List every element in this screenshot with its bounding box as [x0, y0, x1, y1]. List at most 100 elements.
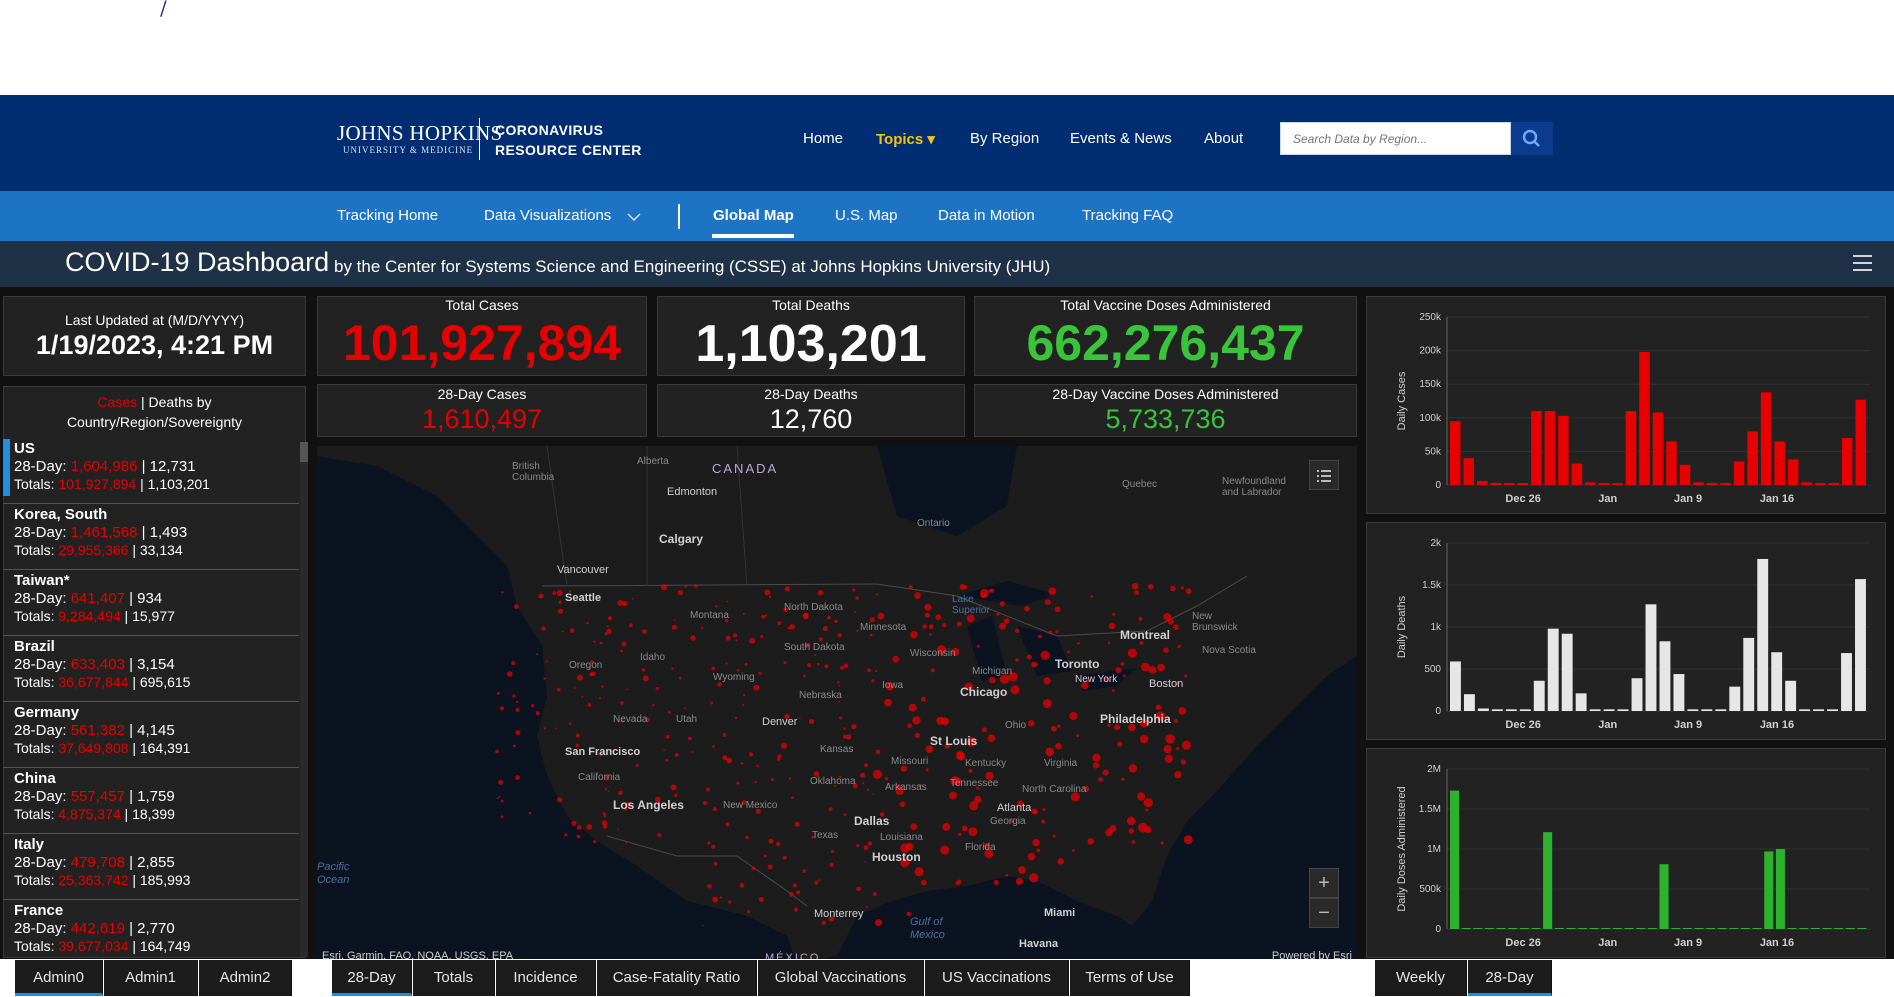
case-bubble[interactable]: [1044, 599, 1051, 605]
case-bubble[interactable]: [641, 668, 646, 672]
chart-bar[interactable]: [1585, 482, 1596, 485]
case-bubble[interactable]: [867, 668, 871, 673]
case-bubble[interactable]: [1051, 725, 1057, 732]
case-bubble[interactable]: [507, 671, 513, 677]
chart-bar[interactable]: [1693, 482, 1704, 485]
case-bubble[interactable]: [940, 845, 950, 855]
case-bubble[interactable]: [1081, 681, 1089, 690]
case-bubble[interactable]: [495, 749, 499, 754]
case-bubble[interactable]: [1008, 672, 1018, 682]
case-bubble[interactable]: [842, 734, 847, 739]
case-bubble[interactable]: [739, 882, 745, 888]
case-bubble[interactable]: [678, 676, 682, 680]
chart-bar[interactable]: [1450, 661, 1461, 711]
case-bubble[interactable]: [577, 674, 583, 681]
list-scrollbar-thumb[interactable]: [300, 442, 308, 462]
case-bubble[interactable]: [817, 590, 824, 596]
case-bubble[interactable]: [593, 640, 596, 643]
case-bubble[interactable]: [1164, 754, 1173, 763]
case-bubble[interactable]: [768, 595, 772, 598]
case-bubble[interactable]: [753, 684, 760, 691]
case-bubble[interactable]: [562, 630, 564, 633]
case-bubble[interactable]: [1145, 808, 1149, 812]
case-bubble[interactable]: [673, 618, 676, 621]
case-bubble[interactable]: [1090, 595, 1094, 598]
case-bubble[interactable]: [969, 801, 979, 811]
chart-bar[interactable]: [1603, 709, 1615, 711]
case-bubble[interactable]: [657, 833, 662, 837]
case-bubble[interactable]: [1160, 841, 1164, 845]
zoom-out-button[interactable]: −: [1309, 898, 1339, 928]
case-bubble[interactable]: [814, 880, 819, 885]
case-bubble[interactable]: [652, 703, 655, 707]
case-bubble[interactable]: [684, 585, 687, 588]
case-bubble[interactable]: [999, 622, 1007, 630]
case-bubble[interactable]: [543, 677, 546, 680]
case-bubble[interactable]: [552, 591, 557, 596]
case-bubble[interactable]: [1102, 769, 1109, 776]
case-bubble[interactable]: [1043, 677, 1051, 685]
case-bubble[interactable]: [1005, 874, 1009, 877]
case-bubble[interactable]: [936, 645, 947, 655]
case-bubble[interactable]: [736, 781, 740, 785]
chart-bar[interactable]: [1645, 604, 1657, 711]
chart-bar[interactable]: [1828, 482, 1839, 485]
case-bubble[interactable]: [819, 637, 823, 642]
case-bubble[interactable]: [941, 717, 950, 726]
case-bubble[interactable]: [839, 716, 843, 720]
case-bubble[interactable]: [1141, 662, 1150, 672]
case-bubble[interactable]: [1003, 618, 1010, 624]
case-bubble[interactable]: [760, 635, 764, 639]
case-bubble[interactable]: [908, 703, 917, 712]
case-bubble[interactable]: [717, 682, 722, 687]
case-bubble[interactable]: [879, 812, 885, 817]
case-bubble[interactable]: [558, 600, 562, 604]
case-bubble[interactable]: [817, 662, 820, 666]
case-bubble[interactable]: [834, 784, 836, 787]
case-bubble[interactable]: [955, 881, 960, 886]
case-bubble[interactable]: [1176, 747, 1180, 751]
chart-bar[interactable]: [1785, 680, 1797, 711]
case-bubble[interactable]: [981, 727, 987, 733]
case-bubble[interactable]: [1015, 658, 1019, 662]
case-bubble[interactable]: [744, 662, 748, 666]
case-bubble[interactable]: [626, 688, 629, 691]
case-bubble[interactable]: [602, 812, 606, 816]
case-bubble[interactable]: [900, 765, 908, 772]
chart-bar[interactable]: [1491, 709, 1503, 711]
case-bubble[interactable]: [601, 820, 607, 826]
case-bubble[interactable]: [855, 596, 859, 600]
case-bubble[interactable]: [924, 603, 932, 611]
case-bubble[interactable]: [589, 672, 594, 677]
case-bubble[interactable]: [528, 811, 532, 815]
case-bubble[interactable]: [966, 737, 977, 747]
case-bubble[interactable]: [663, 749, 665, 751]
case-bubble[interactable]: [770, 778, 774, 782]
chart-bar[interactable]: [1578, 928, 1588, 929]
chart-bar[interactable]: [1729, 928, 1739, 929]
case-bubble[interactable]: [712, 745, 715, 748]
case-bubble[interactable]: [856, 844, 860, 848]
case-bubble[interactable]: [1057, 858, 1064, 865]
case-bubble[interactable]: [629, 623, 633, 628]
case-bubble[interactable]: [803, 674, 806, 678]
chart-bar[interactable]: [1659, 641, 1671, 711]
case-bubble[interactable]: [764, 614, 768, 617]
case-bubble[interactable]: [719, 896, 722, 899]
case-bubble[interactable]: [712, 896, 718, 903]
case-bubble[interactable]: [705, 787, 710, 792]
case-bubble[interactable]: [621, 719, 624, 723]
case-bubble[interactable]: [867, 841, 873, 846]
case-bubble[interactable]: [906, 911, 912, 917]
case-bubble[interactable]: [512, 744, 516, 748]
case-bubble[interactable]: [1185, 588, 1192, 595]
case-bubble[interactable]: [864, 861, 866, 863]
case-bubble[interactable]: [1180, 759, 1186, 765]
case-bubble[interactable]: [726, 757, 732, 764]
chart-bar[interactable]: [1558, 415, 1569, 485]
case-bubble[interactable]: [1018, 866, 1026, 874]
country-list-item[interactable]: Taiwan* 28-Day: 641,407 | 934 Totals: 9,28…: [3, 570, 299, 636]
case-bubble[interactable]: [599, 753, 603, 757]
case-bubble[interactable]: [781, 742, 787, 749]
case-bubble[interactable]: [999, 601, 1005, 607]
